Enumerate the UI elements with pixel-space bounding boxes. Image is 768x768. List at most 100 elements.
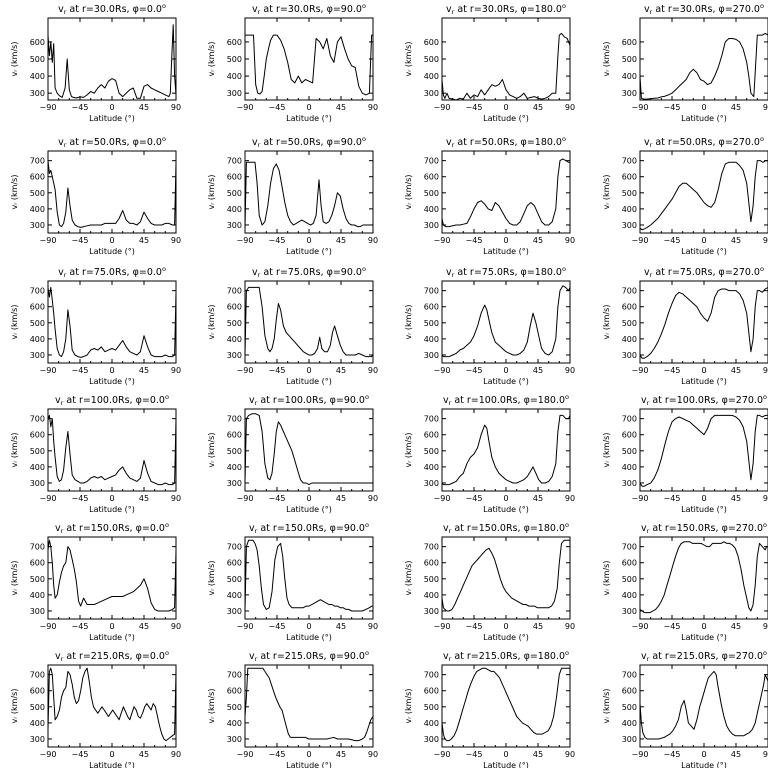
x-tick-label: −90 bbox=[434, 103, 451, 112]
x-tick-label: −45 bbox=[72, 366, 89, 375]
chart-title: vr at r=100.0Rs, φ=90.0o bbox=[249, 393, 369, 407]
x-tick-label: 45 bbox=[731, 622, 741, 631]
x-tick-label: −45 bbox=[466, 622, 483, 631]
series-line bbox=[441, 667, 570, 742]
y-tick-label: 600 bbox=[622, 38, 637, 47]
plot-frame bbox=[639, 664, 768, 748]
y-tick-label: 500 bbox=[30, 319, 45, 328]
chart-panel-19: vr at r=150.0Rs, φ=180.0o −90 −45 0 45 90 300 4… bbox=[404, 521, 575, 642]
y-axis-label: vᵣ (km/s) bbox=[207, 561, 216, 596]
y-tick-label: 600 bbox=[424, 559, 439, 568]
y-tick-label: 300 bbox=[30, 351, 45, 360]
chart-title: vr at r=50.0Rs, φ=270.0o bbox=[644, 135, 764, 149]
y-axis-label: vᵣ (km/s) bbox=[404, 42, 413, 77]
chart-title: vr at r=150.0Rs, φ=270.0o bbox=[641, 521, 767, 535]
x-tick-label: 45 bbox=[533, 236, 543, 245]
x-tick-label: 45 bbox=[139, 236, 149, 245]
x-tick-label: −90 bbox=[434, 494, 451, 503]
chart-panel-13: vr at r=100.0Rs, φ=0.0o −90 −45 0 45 90 300 400… bbox=[10, 393, 181, 514]
x-tick-label: 90 bbox=[763, 622, 768, 631]
x-axis-label: Latitude (°) bbox=[286, 377, 332, 386]
chart-title: vr at r=215.0Rs, φ=90.0o bbox=[249, 649, 369, 663]
x-axis-label: Latitude (°) bbox=[483, 761, 529, 768]
y-tick-label: 600 bbox=[227, 431, 242, 440]
y-tick-label: 500 bbox=[424, 703, 439, 712]
chart-title: vr at r=75.0Rs, φ=180.0o bbox=[446, 265, 566, 279]
x-tick-label: −90 bbox=[237, 750, 254, 759]
plot-frame bbox=[639, 17, 768, 101]
y-tick-label: 300 bbox=[622, 479, 637, 488]
x-tick-label: 0 bbox=[503, 236, 508, 245]
y-tick-label: 500 bbox=[424, 319, 439, 328]
y-tick-label: 700 bbox=[227, 671, 242, 680]
x-tick-label: 90 bbox=[171, 366, 181, 375]
series-line bbox=[245, 34, 373, 96]
series-line bbox=[244, 286, 374, 358]
series-line bbox=[47, 539, 177, 612]
y-tick-label: 700 bbox=[227, 287, 242, 296]
x-tick-label: −90 bbox=[632, 103, 649, 112]
chart-panel-21: vr at r=215.0Rs, φ=0.0o −90 −45 0 45 90 300 400… bbox=[10, 649, 181, 768]
x-tick-label: −45 bbox=[466, 236, 483, 245]
y-tick-label: 300 bbox=[622, 89, 637, 98]
x-axis-label: Latitude (°) bbox=[89, 114, 135, 123]
y-tick-label: 300 bbox=[30, 89, 45, 98]
x-tick-label: 90 bbox=[763, 494, 768, 503]
plot-frame bbox=[47, 408, 177, 492]
y-axis-label: vᵣ (km/s) bbox=[207, 433, 216, 468]
y-tick-label: 300 bbox=[30, 479, 45, 488]
x-tick-label: 90 bbox=[565, 494, 575, 503]
series-line bbox=[47, 286, 177, 358]
y-tick-label: 300 bbox=[227, 479, 242, 488]
series-line bbox=[639, 670, 768, 740]
y-tick-label: 600 bbox=[622, 173, 637, 182]
x-tick-label: 0 bbox=[503, 366, 508, 375]
x-tick-label: 90 bbox=[368, 494, 378, 503]
x-tick-label: 45 bbox=[533, 750, 543, 759]
x-axis-label: Latitude (°) bbox=[89, 377, 135, 386]
x-tick-label: 45 bbox=[533, 494, 543, 503]
x-tick-label: −90 bbox=[40, 366, 57, 375]
x-tick-label: −90 bbox=[632, 622, 649, 631]
x-tick-label: 45 bbox=[533, 366, 543, 375]
y-tick-label: 400 bbox=[30, 591, 45, 600]
x-tick-label: −45 bbox=[269, 236, 286, 245]
x-axis-label: Latitude (°) bbox=[681, 633, 727, 642]
x-tick-label: 45 bbox=[139, 494, 149, 503]
plot-frame bbox=[244, 17, 374, 101]
y-tick-label: 400 bbox=[227, 205, 242, 214]
y-tick-label: 700 bbox=[622, 543, 637, 552]
y-tick-label: 500 bbox=[30, 575, 45, 584]
x-axis-label: Latitude (°) bbox=[89, 761, 135, 768]
plot-frame bbox=[639, 150, 768, 234]
chart-title: vr at r=100.0Rs, φ=0.0o bbox=[55, 393, 169, 407]
x-tick-label: −90 bbox=[237, 494, 254, 503]
y-axis-label: vᵣ (km/s) bbox=[404, 561, 413, 596]
x-tick-label: 45 bbox=[336, 750, 346, 759]
y-tick-label: 600 bbox=[424, 303, 439, 312]
y-tick-label: 400 bbox=[30, 335, 45, 344]
x-tick-label: 0 bbox=[701, 494, 706, 503]
y-axis-label: vᵣ (km/s) bbox=[207, 42, 216, 77]
x-tick-label: 45 bbox=[336, 622, 346, 631]
chart-title: vr at r=75.0Rs, φ=0.0o bbox=[58, 265, 166, 279]
chart-title: vr at r=100.0Rs, φ=180.0o bbox=[443, 393, 569, 407]
y-axis-label: vᵣ (km/s) bbox=[10, 305, 19, 340]
x-tick-label: 90 bbox=[763, 366, 768, 375]
x-tick-label: −45 bbox=[664, 236, 681, 245]
series-line bbox=[441, 285, 571, 358]
plot-frame bbox=[244, 664, 374, 748]
x-tick-label: 90 bbox=[565, 750, 575, 759]
chart-title: vr at r=75.0Rs, φ=90.0o bbox=[252, 265, 366, 279]
x-tick-label: −90 bbox=[632, 494, 649, 503]
y-axis-label: vᵣ (km/s) bbox=[10, 42, 19, 77]
y-tick-label: 400 bbox=[227, 719, 242, 728]
x-axis-label: Latitude (°) bbox=[681, 505, 727, 514]
y-tick-label: 700 bbox=[227, 543, 242, 552]
plot-frame bbox=[639, 280, 768, 364]
series-line bbox=[47, 667, 177, 742]
x-tick-label: 45 bbox=[533, 622, 543, 631]
x-tick-label: 45 bbox=[139, 103, 149, 112]
y-tick-label: 600 bbox=[424, 173, 439, 182]
